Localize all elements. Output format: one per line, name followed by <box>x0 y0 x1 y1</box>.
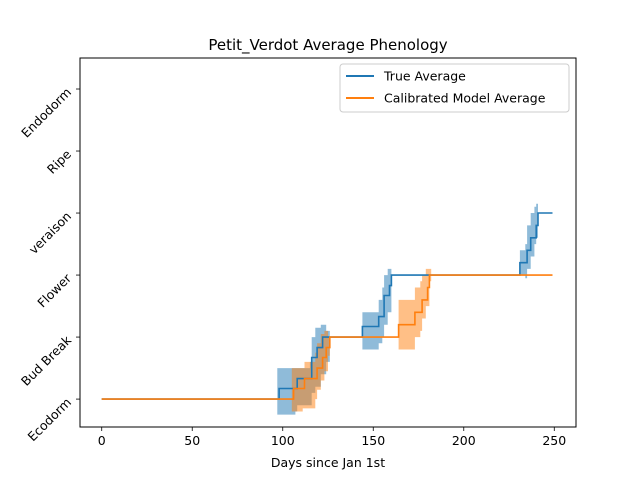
legend-box <box>339 63 570 113</box>
x-tick-label: 250 <box>542 433 566 448</box>
series-lines <box>101 212 553 400</box>
legend-label-true-average: True Average <box>383 69 466 84</box>
x-tick-label: 50 <box>184 433 200 448</box>
chart-title: Petit_Verdot Average Phenology <box>208 36 447 55</box>
x-axis-ticks: 0 50 100 150 200 250 <box>98 427 566 448</box>
legend: True Average Calibrated Model Average <box>339 63 570 113</box>
plot-frame <box>79 57 577 428</box>
x-axis-label: Days since Jan 1st <box>271 455 385 470</box>
confidence-bands <box>277 203 540 415</box>
band-calibrated-model-average <box>291 268 432 412</box>
series-line-calibrated-model-average <box>101 274 553 400</box>
x-tick-label: 100 <box>271 433 295 448</box>
legend-label-calibrated-model-average: Calibrated Model Average <box>384 91 546 106</box>
x-tick-label: 200 <box>452 433 476 448</box>
x-tick-label: 0 <box>98 433 106 448</box>
x-tick-label: 150 <box>361 433 385 448</box>
